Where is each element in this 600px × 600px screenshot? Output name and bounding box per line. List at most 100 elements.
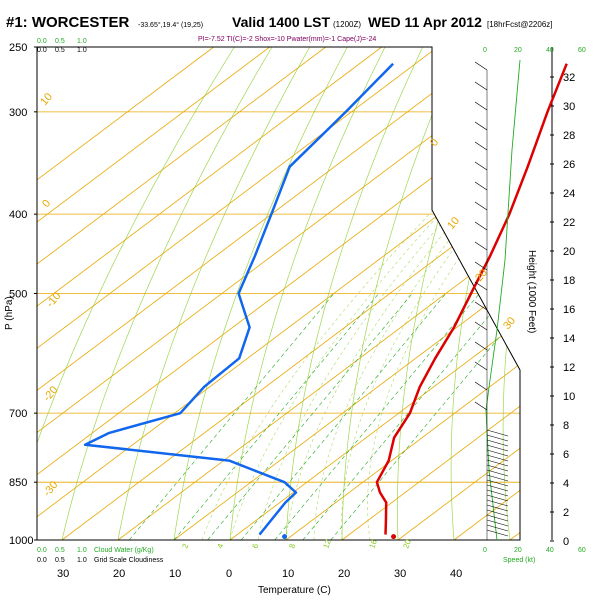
utc-time: (1200Z) — [333, 20, 361, 29]
isotherm-line — [61, 47, 520, 540]
y-axis-label: P (hPa) — [4, 296, 15, 330]
cloud-scale-tick-label: 10 — [169, 568, 181, 580]
isotherm-label: 20 — [473, 267, 490, 284]
x-axis-label: Temperature (C) — [258, 585, 331, 596]
cloud-water-scale-top: 0.5 — [55, 38, 65, 45]
pressure-tick-label: 500 — [9, 289, 27, 301]
isotherm-line — [37, 47, 494, 540]
chart-labels: #1: WORCESTER -33.65°,19.4° (19,25) Vali… — [4, 14, 586, 596]
isotherm-label: 10 — [38, 91, 55, 108]
height-tick-label: 24 — [563, 188, 575, 200]
wind-barb — [486, 514, 509, 522]
height-tick-label: 10 — [563, 391, 575, 403]
isotherm-line — [37, 47, 326, 540]
pressure-tick-label: 1000 — [9, 535, 33, 547]
height-tick-label: 32 — [563, 72, 575, 84]
mixing-ratio-label: 20 — [401, 538, 413, 550]
cloud-water-scale-top: 1.0 — [77, 38, 87, 45]
dry-adiabat — [57, 47, 273, 540]
mixing-ratio-line — [330, 293, 520, 540]
wind-barb — [486, 529, 509, 537]
isotherm-line — [117, 47, 520, 540]
height-tick-label: 18 — [563, 275, 575, 287]
wind-barb — [486, 494, 509, 502]
mixing-ratio-label: 16 — [367, 538, 379, 550]
wind-speed-tick-bottom: 40 — [546, 547, 554, 554]
mixing-ratio-label: 12 — [321, 538, 333, 550]
dry-adiabat — [554, 47, 600, 557]
stability-indices: PI=-7.52 TI(C)=-2 Shox=-10 Pwater(mm)=-1… — [198, 36, 376, 43]
isotherm-line — [285, 47, 520, 540]
cloudiness-scale-bottom: 1.0 — [77, 557, 87, 564]
wind-speed-tick-top: 20 — [514, 47, 522, 54]
mixing-ratio-line — [302, 293, 508, 540]
isotherm-line — [229, 47, 520, 540]
moist-adiabat — [257, 47, 520, 540]
wind-barb — [474, 341, 488, 351]
isotherm-line — [509, 47, 520, 540]
wind-barb — [486, 429, 509, 437]
plot-frame — [34, 46, 554, 542]
forecast-date: WED 11 Apr 2012 — [368, 14, 482, 30]
wind-barb — [486, 479, 509, 487]
mixing-ratio-line — [128, 293, 335, 540]
wind-speed-tick-bottom: 20 — [514, 547, 522, 554]
dry-adiabat — [114, 47, 311, 540]
wind-barb — [474, 81, 488, 91]
surface-dewpoint-marker — [282, 534, 288, 540]
wind-speed-label: Speed (kt) — [503, 557, 535, 564]
height-tick-label: 14 — [563, 333, 575, 345]
moist-adiabat — [201, 47, 520, 540]
pressure-tick-label: 850 — [9, 477, 27, 489]
height-tick-label: 20 — [563, 246, 575, 258]
temperature-profile — [375, 63, 568, 535]
height-tick-label: 12 — [563, 362, 575, 374]
height-tick-label: 16 — [563, 304, 575, 316]
wind-barb — [474, 281, 488, 291]
wind-barb — [486, 464, 509, 472]
pressure-tick-label: 250 — [9, 42, 27, 54]
sounding-profiles — [83, 62, 568, 540]
cloudiness-scale-bottom: 0.5 — [55, 557, 65, 564]
pressure-tick-label: 400 — [9, 209, 27, 221]
wind-barb — [474, 61, 488, 71]
height-tick-label: 0 — [563, 536, 569, 548]
cloudiness-scale-top: 0.5 — [55, 47, 65, 54]
mixing-ratio-line — [173, 293, 379, 540]
wind-barb — [474, 181, 488, 191]
wind-barb — [486, 439, 509, 447]
wind-barb — [486, 459, 509, 467]
station-coords: -33.65°,19.4° (19,25) — [138, 21, 203, 29]
wind-barb — [486, 469, 509, 477]
wind-barb — [474, 121, 488, 131]
cloudiness-scale-top: 0.0 — [37, 47, 47, 54]
isotherm-label: -10 — [44, 290, 63, 310]
wind-panel — [474, 59, 521, 541]
temperature-tick-label: 30 — [394, 568, 406, 580]
dry-adiabat — [37, 47, 235, 540]
mixing-ratio-label: 2 — [180, 542, 190, 550]
wind-barb — [486, 454, 509, 462]
height-tick-label: 22 — [563, 217, 575, 229]
isotherm-line — [37, 47, 270, 540]
wind-barb — [486, 489, 509, 497]
cloud-water-label: Cloud Water (g/Kg) — [94, 547, 154, 554]
cloud-water-scale-bottom: 1.0 — [77, 547, 87, 554]
wind-barb — [474, 401, 488, 411]
isotherm-line — [37, 47, 520, 540]
isotherm-line — [37, 47, 382, 540]
station-title: #1: WORCESTER — [6, 14, 130, 31]
wind-speed-tick-top: 40 — [546, 47, 554, 54]
wind-barb — [486, 449, 509, 457]
temperature-tick-label: 0 — [226, 568, 232, 580]
temperature-tick-label: 10 — [282, 568, 294, 580]
wind-barb — [486, 499, 509, 507]
dry-adiabat — [502, 47, 520, 540]
temperature-tick-label: 40 — [450, 568, 462, 580]
wind-barb — [486, 434, 509, 442]
dry-adiabat — [284, 47, 424, 540]
cloud-water-scale-top: 0.0 — [37, 38, 47, 45]
wind-barb — [474, 381, 488, 391]
height-axis-label: Height (1000 Feet) — [526, 250, 537, 333]
